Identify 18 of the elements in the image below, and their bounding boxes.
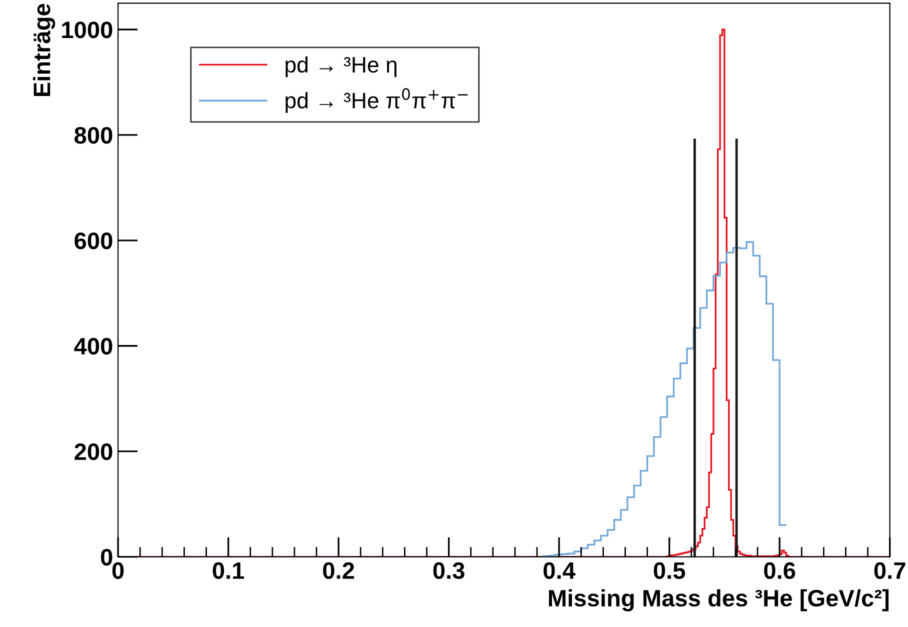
x-tick-label: 0.7 [874,562,906,579]
x-tick-label: 0.4 [544,562,576,579]
y-tick-label: 400 [74,338,112,355]
x-tick-label: 0.2 [323,562,354,579]
x-tick-label: 0.1 [212,562,244,579]
y-tick-label: 200 [74,443,112,460]
x-tick-label: 0 [112,562,124,579]
x-tick-label: 0.3 [433,562,464,580]
y-tick-label: 0 [100,548,112,566]
y-tick-label: 800 [74,127,112,144]
y-axis-title: Einträge [32,4,56,96]
legend-label: pd → ³He π$^{0}$π$^{+}$π$^{−}$ [286,88,468,113]
y-tick-label: 600 [74,232,112,250]
y-tick-label: 1000 [62,22,112,38]
x-tick-label: 0.5 [654,562,686,579]
legend-label: pd → ³He η [286,56,396,78]
x-tick-label: 0.6 [764,562,796,579]
x-axis-title: Missing Mass des ³He [GeV/c²] [548,589,889,612]
